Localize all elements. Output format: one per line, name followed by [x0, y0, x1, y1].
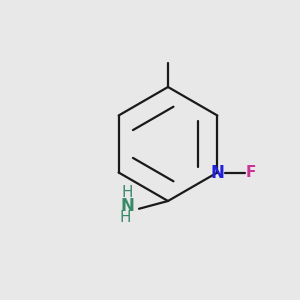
Text: N: N	[210, 164, 224, 181]
Text: H: H	[120, 210, 131, 225]
Text: H: H	[121, 185, 133, 200]
Text: F: F	[245, 165, 256, 180]
Text: N: N	[121, 197, 134, 215]
